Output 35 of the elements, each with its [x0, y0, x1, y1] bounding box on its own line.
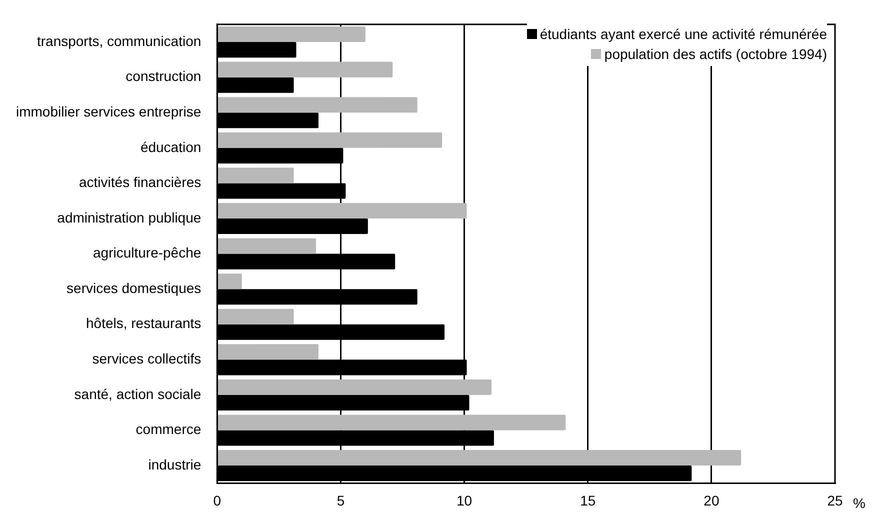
y-tick-label: industrie — [148, 456, 202, 472]
x-tick-label: 10 — [456, 492, 472, 508]
x-tick-label: 20 — [704, 492, 720, 508]
bar — [218, 62, 393, 78]
y-tick-label: transports, communication — [36, 32, 202, 49]
bar — [218, 344, 318, 360]
bar — [218, 379, 492, 395]
legend-label: population des actifs (octobre 1994) — [604, 45, 827, 64]
x-tick-label: 0 — [213, 492, 222, 508]
bar — [218, 450, 742, 466]
x-tick-label: 5 — [336, 492, 345, 508]
bar — [218, 414, 566, 430]
y-tick-label: services collectifs — [92, 350, 202, 367]
bar — [218, 168, 294, 184]
x-axis-title: % — [853, 495, 866, 512]
y-tick-label: construction — [126, 68, 202, 84]
y-tick-label: immobilier services entreprise — [16, 103, 202, 120]
y-tick-label: administration publique — [57, 209, 202, 226]
y-tick-label: agriculture-pêche — [92, 244, 202, 261]
y-tick-label: éducation — [140, 138, 202, 155]
bar — [218, 132, 442, 148]
y-tick-label: services domestiques — [66, 280, 202, 296]
bar — [218, 308, 294, 324]
y-tick-label: hôtels, restaurants — [86, 315, 202, 332]
legend-label: étudiants ayant exercé une activité rémunérée — [540, 25, 827, 44]
bar — [218, 202, 467, 219]
x-tick-label: 25 — [827, 492, 843, 508]
y-tick-label: santé, action sociale — [74, 386, 202, 402]
bar — [218, 238, 316, 254]
y-tick-label: activités financières — [78, 174, 202, 190]
bar — [218, 26, 366, 42]
x-tick-label: 15 — [580, 492, 596, 508]
y-tick-label: commerce — [136, 421, 202, 438]
bar — [218, 274, 242, 290]
bar — [218, 97, 418, 113]
